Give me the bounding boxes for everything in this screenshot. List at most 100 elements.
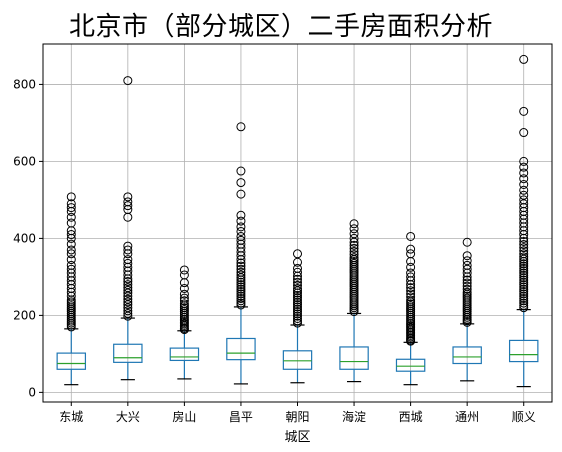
outlier-point	[406, 292, 416, 302]
outlier-point	[179, 293, 189, 303]
outlier-point	[66, 255, 76, 265]
outlier-point	[519, 236, 529, 246]
outlier-point	[66, 249, 76, 259]
outlier-point	[236, 216, 246, 226]
outlier-point	[123, 308, 133, 318]
outlier-point	[519, 303, 529, 313]
box-顺义	[508, 54, 539, 388]
outlier-point	[179, 296, 189, 306]
x-tick-label: 东城	[59, 410, 83, 424]
outlier-point	[66, 230, 76, 240]
outlier-point	[462, 256, 472, 266]
axis-ticks: 0 200 400 600 800 东城 大兴 房山 昌平 朝阳 海淀 西城 通州 顺义	[13, 77, 536, 424]
outlier-point	[236, 235, 246, 245]
outlier-point	[519, 263, 529, 273]
outlier-point	[236, 270, 246, 280]
outlier-point	[236, 296, 246, 306]
outlier-point	[462, 281, 472, 291]
outlier-point	[66, 192, 76, 202]
iqr-box	[226, 337, 256, 361]
x-tick-label: 朝阳	[285, 410, 309, 424]
outlier-point	[293, 309, 302, 319]
outlier-point	[293, 318, 302, 328]
outlier-point	[123, 201, 133, 211]
outlier-point	[293, 249, 302, 259]
outlier-point	[293, 311, 302, 321]
outlier-point	[519, 249, 529, 259]
outlier-point	[519, 106, 529, 116]
outlier-point	[123, 277, 133, 287]
box-通州	[452, 237, 482, 382]
outlier-point	[179, 265, 189, 275]
outlier-point	[406, 268, 416, 278]
outlier-point	[519, 156, 529, 166]
outlier-point	[293, 313, 302, 323]
outlier-point	[236, 226, 246, 236]
outlier-point	[236, 258, 246, 268]
y-tick-label: 0	[28, 385, 36, 399]
outlier-point	[519, 275, 529, 285]
outlier-point	[179, 283, 189, 293]
iqr-box	[169, 347, 200, 362]
x-tick-label: 西城	[399, 410, 423, 424]
box-西城	[395, 231, 426, 386]
outlier-point	[462, 278, 472, 288]
x-tick-label: 通州	[455, 410, 479, 424]
outlier-point	[462, 284, 472, 294]
outlier-point	[293, 290, 302, 300]
outlier-point	[349, 253, 359, 263]
outlier-point	[179, 289, 189, 299]
outlier-point	[293, 274, 302, 284]
outlier-point	[179, 270, 189, 280]
outlier-point	[519, 54, 529, 64]
outlier-point	[66, 260, 76, 270]
outlier-point	[123, 306, 133, 316]
outlier-point	[293, 316, 302, 326]
x-tick-label: 海淀	[342, 409, 366, 424]
outlier-point	[519, 246, 529, 256]
outlier-point	[519, 287, 529, 297]
outlier-point	[236, 289, 246, 299]
outlier-point	[519, 266, 529, 276]
outlier-point	[293, 300, 302, 310]
outlier-point	[236, 287, 246, 297]
outlier-point	[349, 229, 359, 239]
outlier-point	[349, 219, 359, 229]
outlier-point	[236, 264, 246, 274]
outlier-point	[349, 250, 359, 260]
box-朝阳	[282, 249, 313, 384]
outlier-point	[349, 243, 359, 253]
outlier-point	[462, 237, 472, 247]
outlier-point	[519, 195, 529, 205]
outlier-point	[123, 241, 133, 251]
outlier-point	[349, 246, 359, 256]
outlier-point	[293, 307, 302, 317]
outlier-point	[236, 166, 246, 176]
outlier-point	[519, 162, 529, 172]
outlier-point	[349, 233, 359, 243]
outlier-point	[519, 282, 529, 292]
box-昌平	[226, 122, 256, 385]
outlier-point	[406, 295, 416, 305]
outlier-point	[519, 128, 529, 138]
outlier-point	[519, 174, 529, 184]
outlier-point	[66, 239, 76, 249]
outlier-point	[123, 192, 133, 202]
box-房山	[169, 265, 200, 380]
outlier-point	[293, 283, 302, 293]
outlier-point	[236, 284, 246, 294]
outlier-point	[519, 280, 529, 290]
iqr-box	[56, 352, 87, 370]
y-tick-label: 200	[13, 308, 36, 322]
outlier-point	[462, 251, 472, 261]
iqr-box	[282, 350, 313, 370]
outlier-point	[406, 289, 416, 299]
outlier-point	[236, 282, 246, 292]
outlier-point	[519, 261, 529, 271]
outlier-point	[293, 277, 302, 287]
outlier-point	[123, 285, 133, 295]
x-tick-label: 房山	[172, 409, 196, 424]
outlier-point	[462, 260, 472, 270]
outlier-point	[66, 218, 76, 228]
